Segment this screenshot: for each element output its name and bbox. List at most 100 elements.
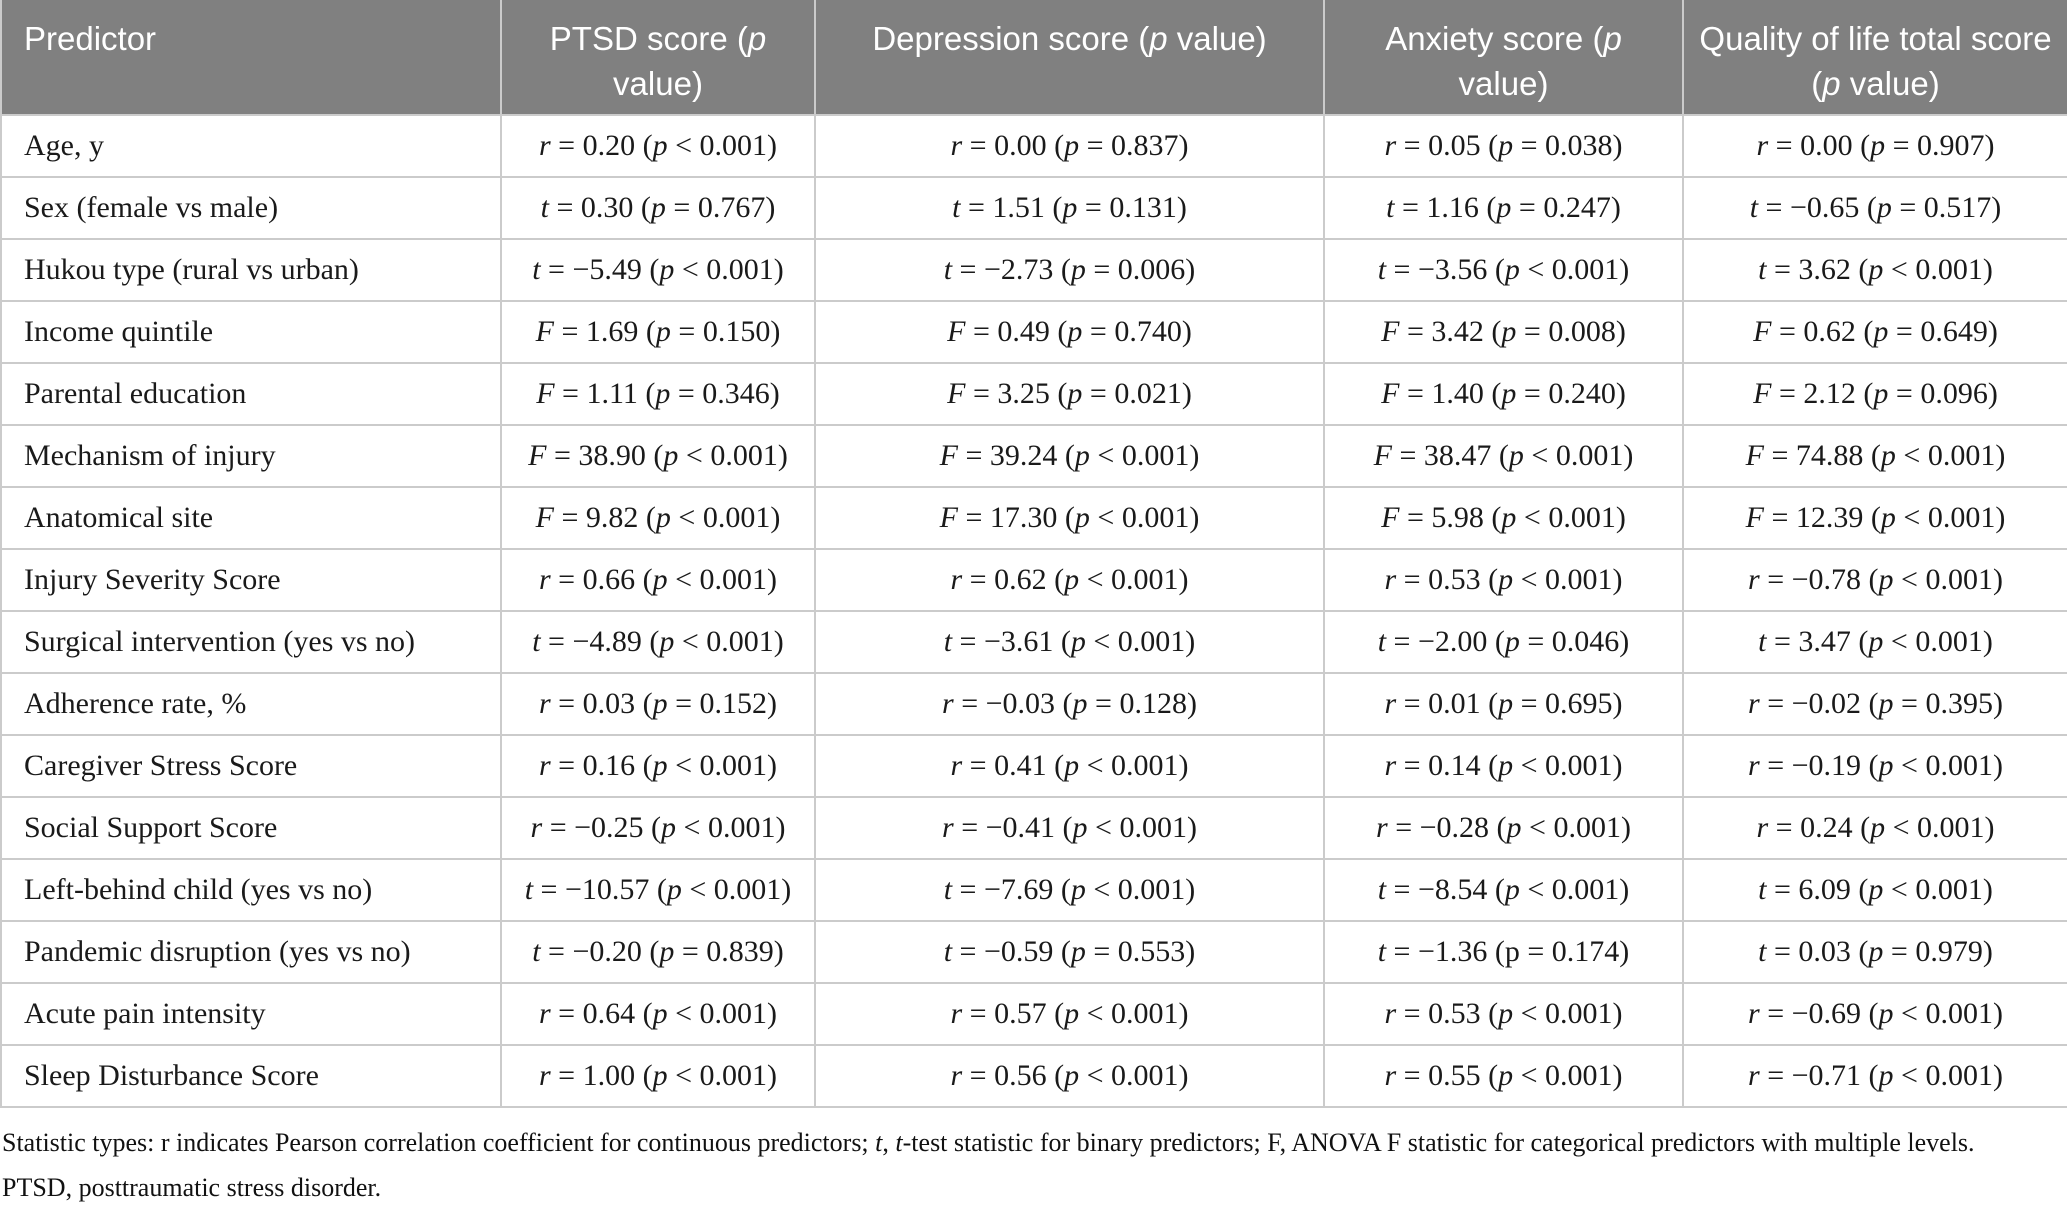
table-row-sex-female-vs-male: Sex (female vs male) t = 0.30 (p = 0.767)… xyxy=(0,176,2067,240)
italic-symbol: p xyxy=(1603,20,1622,57)
italic-symbol: p xyxy=(1868,253,1884,286)
italic-symbol: F xyxy=(528,439,547,472)
statistic-cell: r = 0.56 (p < 0.001) xyxy=(814,1044,1325,1108)
statistic-cell: F = 74.88 (p < 0.001) xyxy=(1682,424,2067,488)
italic-symbol: p xyxy=(663,439,679,472)
italic-symbol: p xyxy=(1498,687,1514,720)
italic-symbol: r xyxy=(950,997,963,1030)
italic-symbol: r xyxy=(950,129,963,162)
statistic-cell: r = 0.64 (p < 0.001) xyxy=(500,982,816,1046)
statistic-cell: r = 0.53 (p < 0.001) xyxy=(1323,548,1684,612)
statistic-cell: r = 0.62 (p < 0.001) xyxy=(814,548,1325,612)
predictor-cell: Injury Severity Score xyxy=(0,548,502,612)
statistic-cell: t = −1.36 (p = 0.174) xyxy=(1323,920,1684,984)
statistic-cell: r = 0.16 (p < 0.001) xyxy=(500,734,816,798)
italic-symbol: t xyxy=(524,873,534,906)
table-row-adherence-rate: Adherence rate, % r = 0.03 (p = 0.152) r =… xyxy=(0,672,2067,736)
italic-symbol: p xyxy=(1067,377,1083,410)
statistic-cell: F = 1.69 (p = 0.150) xyxy=(500,300,816,364)
statistic-cell: t = 6.09 (p < 0.001) xyxy=(1682,858,2067,922)
italic-symbol: p xyxy=(659,253,675,286)
italic-symbol: p xyxy=(1496,191,1512,224)
statistic-cell: r = 0.05 (p = 0.038) xyxy=(1323,114,1684,178)
table-row-injury-severity-score: Injury Severity Score r = 0.66 (p < 0.001… xyxy=(0,548,2067,612)
italic-symbol: p xyxy=(1504,253,1520,286)
statistic-cell: t = 3.62 (p < 0.001) xyxy=(1682,238,2067,302)
italic-symbol: p xyxy=(652,129,668,162)
italic-symbol: r xyxy=(1376,811,1388,844)
italic-symbol: p xyxy=(1067,315,1083,348)
italic-symbol: p xyxy=(661,811,677,844)
italic-symbol: r xyxy=(1748,687,1760,720)
italic-symbol: p xyxy=(1870,811,1886,844)
italic-symbol: p xyxy=(652,687,668,720)
statistic-cell: r = 0.55 (p < 0.001) xyxy=(1323,1044,1684,1108)
statistic-cell: t = −3.61 (p < 0.001) xyxy=(814,610,1325,674)
column-header-quality-of-life-total-score: Quality of life total score (p value) xyxy=(1682,0,2067,116)
predictor-cell: Mechanism of injury xyxy=(0,424,502,488)
italic-symbol: F xyxy=(1745,439,1764,472)
italic-symbol: p xyxy=(1870,129,1886,162)
italic-symbol: F xyxy=(1753,377,1772,410)
italic-symbol: t xyxy=(943,253,953,286)
italic-symbol: F xyxy=(1381,501,1400,534)
italic-symbol: r xyxy=(538,997,551,1030)
statistic-cell: r = 1.00 (p < 0.001) xyxy=(500,1044,816,1108)
italic-symbol: p xyxy=(1878,997,1894,1030)
italic-symbol: p xyxy=(659,625,675,658)
statistic-cell: F = 1.40 (p = 0.240) xyxy=(1323,362,1684,426)
statistic-cell: t = −0.20 (p = 0.839) xyxy=(500,920,816,984)
predictor-cell: Pandemic disruption (yes vs no) xyxy=(0,920,502,984)
column-header-depression-score: Depression score (p value) xyxy=(814,0,1325,116)
statistic-cell: t = −3.56 (p < 0.001) xyxy=(1323,238,1684,302)
predictor-cell: Caregiver Stress Score xyxy=(0,734,502,798)
italic-symbol: t xyxy=(532,625,541,658)
predictor-cell: Age, y xyxy=(0,114,502,178)
statistic-cell: t = 3.47 (p < 0.001) xyxy=(1682,610,2067,674)
column-header-ptsd-score: PTSD score (p value) xyxy=(500,0,816,116)
statistic-cell: r = −0.28 (p < 0.001) xyxy=(1323,796,1684,860)
italic-symbol: r xyxy=(942,687,954,720)
statistic-cell: F = 12.39 (p < 0.001) xyxy=(1682,486,2067,550)
statistic-cell: r = 0.24 (p < 0.001) xyxy=(1682,796,2067,860)
italic-symbol: F xyxy=(1381,315,1400,348)
italic-symbol: p xyxy=(1876,191,1892,224)
italic-symbol: t xyxy=(943,873,953,906)
italic-symbol: F xyxy=(1745,501,1764,534)
italic-symbol: p xyxy=(1868,625,1884,658)
table-row-pandemic-disruption-yes-vs-no: Pandemic disruption (yes vs no) t = −0.20… xyxy=(0,920,2067,984)
italic-symbol: t xyxy=(1758,253,1767,286)
italic-symbol: r xyxy=(1384,129,1397,162)
italic-symbol: r xyxy=(1384,1059,1397,1092)
italic-symbol: p xyxy=(1873,315,1889,348)
predictor-cell: Surgical intervention (yes vs no) xyxy=(0,610,502,674)
table-row-parental-education: Parental education F = 1.11 (p = 0.346) F … xyxy=(0,362,2067,426)
italic-symbol: t xyxy=(895,1128,903,1157)
statistic-cell: r = −0.78 (p < 0.001) xyxy=(1682,548,2067,612)
statistic-cell: r = 0.57 (p < 0.001) xyxy=(814,982,1325,1046)
statistic-cell: r = 0.66 (p < 0.001) xyxy=(500,548,816,612)
italic-symbol: p xyxy=(1498,997,1514,1030)
statistic-cell: F = 9.82 (p < 0.001) xyxy=(500,486,816,550)
predictor-cell: Social Support Score xyxy=(0,796,502,860)
italic-symbol: p xyxy=(1878,749,1894,782)
table-row-hukou-type-rural-vs-urban: Hukou type (rural vs urban) t = −5.49 (p … xyxy=(0,238,2067,302)
statistic-cell: F = 0.49 (p = 0.740) xyxy=(814,300,1325,364)
predictor-cell: Left-behind child (yes vs no) xyxy=(0,858,502,922)
italic-symbol: p xyxy=(1878,687,1894,720)
table-row-sleep-disturbance-score: Sleep Disturbance Score r = 1.00 (p < 0.0… xyxy=(0,1044,2067,1108)
predictor-cell: Acute pain intensity xyxy=(0,982,502,1046)
statistic-cell: r = 0.41 (p < 0.001) xyxy=(814,734,1325,798)
italic-symbol: F xyxy=(535,315,554,348)
statistic-cell: F = 3.42 (p = 0.008) xyxy=(1323,300,1684,364)
statistic-cell: t = −2.73 (p = 0.006) xyxy=(814,238,1325,302)
italic-symbol: r xyxy=(1748,749,1760,782)
statistic-cell: r = −0.69 (p < 0.001) xyxy=(1682,982,2067,1046)
italic-symbol: p xyxy=(1070,253,1086,286)
italic-symbol: p xyxy=(1072,811,1088,844)
italic-symbol: p xyxy=(659,935,675,968)
statistic-cell: r = 0.03 (p = 0.152) xyxy=(500,672,816,736)
italic-symbol: r xyxy=(538,1059,551,1092)
italic-symbol: t xyxy=(1758,935,1767,968)
italic-symbol: F xyxy=(947,315,966,348)
